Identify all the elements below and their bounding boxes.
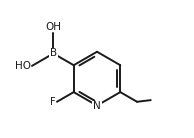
Text: OH: OH: [45, 22, 61, 32]
Text: HO: HO: [15, 61, 31, 71]
Text: B: B: [50, 48, 57, 59]
Text: F: F: [50, 97, 56, 107]
Text: N: N: [93, 101, 101, 111]
